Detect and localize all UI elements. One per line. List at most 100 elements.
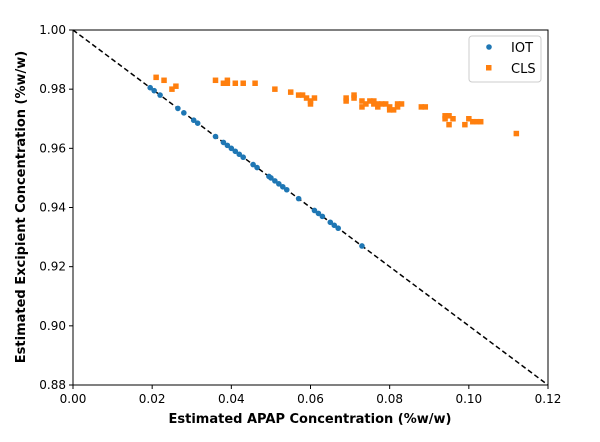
data-point [252,80,258,86]
legend-iot-marker [486,44,492,50]
x-tick-label: 0.02 [139,392,166,406]
data-point [190,117,197,124]
data-point [299,92,306,98]
data-point [212,77,219,84]
data-point [343,95,349,101]
data-point [157,92,163,98]
legend-cls-marker [486,65,492,71]
data-point [371,101,377,107]
data-point [513,130,520,137]
data-point [442,116,448,122]
data-point [307,98,314,104]
x-axis: 0.00 0.02 0.04 0.06 0.08 0.10 0.12 [60,385,562,406]
data-point [335,225,342,232]
data-point [254,164,260,171]
data-point [343,98,349,104]
data-point [303,95,310,101]
legend-iot-label: IOT [511,41,533,56]
x-tick-label: 0.08 [376,392,403,406]
data-point [228,145,235,152]
data-point [194,120,201,126]
data-point [224,142,231,149]
y-axis: 0.88 0.90 0.92 0.94 0.96 0.98 1.00 [39,23,73,392]
data-point [169,86,175,92]
data-point [236,151,243,158]
data-point [390,107,397,113]
data-point [446,113,452,119]
data-point [220,80,227,86]
data-point [474,118,480,125]
data-point [477,118,484,125]
data-point [359,243,365,249]
x-axis-label: Estimated APAP Concentration (%w/w) [169,412,452,427]
data-point [181,110,187,116]
data-point [351,92,357,98]
x-tick-label: 0.04 [218,392,245,406]
data-point [311,207,318,214]
data-point [279,183,286,190]
data-point [311,95,318,101]
y-tick-label: 0.90 [39,319,66,333]
x-tick-label: 0.12 [535,392,562,406]
data-point [351,95,357,101]
data-point [359,98,365,104]
y-tick-label: 1.00 [39,23,66,37]
data-point [331,222,338,229]
data-point [315,210,322,217]
data-point [147,84,153,91]
data-point [446,121,452,128]
data-point [295,195,302,202]
y-axis-label: Estimated Excipient Concentration (%w/w) [14,51,29,363]
data-point [375,104,381,110]
data-point [394,101,401,107]
data-point [367,98,373,104]
data-point [418,104,425,110]
data-point [232,80,239,86]
data-point [272,178,278,184]
data-point [272,86,278,92]
data-point [319,213,326,220]
y-tick-label: 0.94 [39,201,66,215]
y-tick-label: 0.96 [39,141,66,155]
series-iot [147,84,365,249]
x-tick-label: 0.06 [297,392,324,406]
data-point [375,101,381,107]
y-tick-label: 0.98 [39,82,66,96]
data-point [175,105,181,112]
y-tick-label: 0.88 [39,378,66,392]
x-tick-label: 0.10 [455,392,482,406]
data-point [224,77,231,84]
data-point [470,118,476,125]
series-cls [153,74,520,137]
data-point [151,87,157,94]
data-point [268,175,274,181]
data-point [161,77,167,84]
data-point [363,101,369,107]
legend: IOT CLS [468,35,542,83]
data-point [173,83,179,89]
data-point [240,154,247,161]
data-point [422,104,429,110]
data-point [307,101,314,107]
data-point [379,101,385,107]
data-point [371,98,377,104]
y-tick-label: 0.92 [39,260,66,274]
data-point [283,186,290,193]
data-point [287,89,294,95]
data-point [232,148,239,155]
data-point [240,80,246,86]
data-point [327,219,334,226]
x-tick-label: 0.00 [60,392,87,406]
data-point [295,92,302,98]
data-point [398,101,405,107]
data-point [394,104,401,110]
data-point [386,107,393,113]
data-point [442,113,448,119]
data-point [153,74,159,81]
data-point [359,104,365,110]
data-point [450,116,456,122]
legend-cls-label: CLS [511,62,536,77]
data-points-layer [147,74,520,249]
data-point [386,104,393,110]
